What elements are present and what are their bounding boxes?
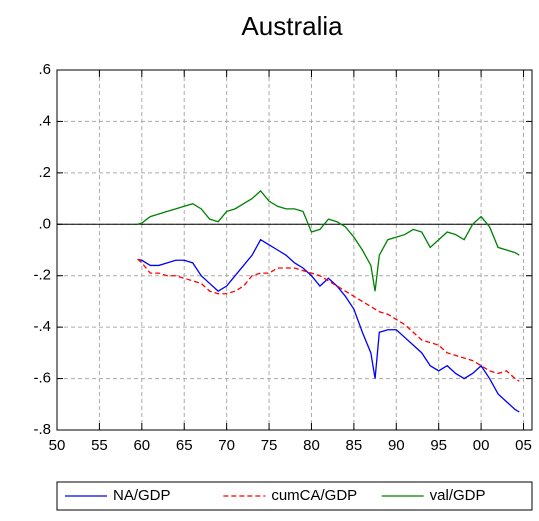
series-line — [137, 238, 520, 413]
x-tick-label: 95 — [430, 437, 447, 454]
y-tick-label: .4 — [38, 112, 51, 129]
x-tick-label: 90 — [388, 437, 405, 454]
legend-label: val/GDP — [430, 487, 486, 504]
y-tick-label: -.8 — [33, 421, 51, 438]
legend-label: NA/GDP — [113, 487, 171, 504]
y-tick-label: .6 — [38, 61, 51, 78]
series-line — [137, 258, 520, 382]
x-tick-label: 65 — [176, 437, 193, 454]
plot-frame — [56, 69, 533, 431]
x-tick-label: 55 — [91, 437, 108, 454]
x-tick-label: 60 — [133, 437, 150, 454]
chart-title: Australia — [241, 11, 343, 41]
series-line — [137, 189, 520, 292]
x-tick-label: 75 — [261, 437, 278, 454]
y-tick-label: .2 — [38, 164, 51, 181]
y-tick-label: -.4 — [33, 318, 51, 335]
legend-box — [56, 481, 533, 511]
x-tick-label: 70 — [218, 437, 235, 454]
y-tick-label: .0 — [38, 215, 51, 232]
x-tick-label: 00 — [473, 437, 490, 454]
x-tick-label: 05 — [515, 437, 532, 454]
y-tick-label: -.2 — [33, 267, 51, 284]
legend-label: cumCA/GDP — [271, 487, 357, 504]
x-tick-label: 50 — [49, 437, 66, 454]
y-tick-label: -.6 — [33, 370, 51, 387]
x-tick-label: 80 — [303, 437, 320, 454]
x-tick-label: 85 — [346, 437, 363, 454]
